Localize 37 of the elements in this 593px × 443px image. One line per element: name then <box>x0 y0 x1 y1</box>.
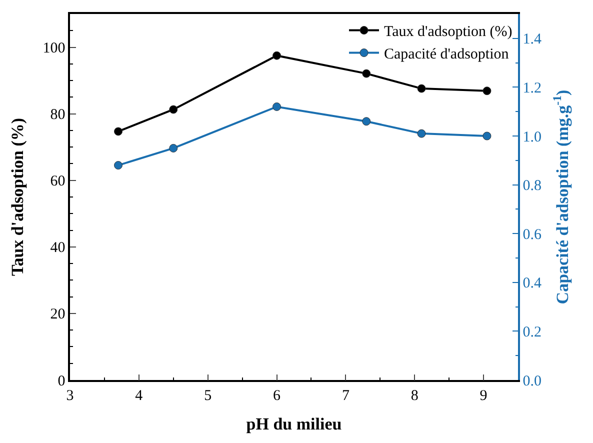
point <box>169 105 178 114</box>
point <box>482 132 492 140</box>
x-axis-title: pH du milieu <box>246 414 342 434</box>
y-tick-label: 80 <box>50 107 66 124</box>
x-tick-label: 6 <box>273 388 282 404</box>
y-tick-label: 100 <box>42 40 66 57</box>
point <box>272 51 282 60</box>
point <box>169 144 178 152</box>
y2-tick-label: 0.4 <box>522 276 542 292</box>
y2-tick-label: 1.0 <box>522 129 542 146</box>
y-tick-label: 0 <box>58 373 66 390</box>
point <box>417 84 426 93</box>
y-tick-label: 40 <box>50 240 66 256</box>
x-tick-label: 9 <box>480 388 488 404</box>
y2-tick-label: 0.6 <box>522 226 542 243</box>
point <box>272 102 282 111</box>
y-axis-title: Taux d'adsoption (%) <box>8 118 27 276</box>
y-tick-label: 20 <box>50 306 66 323</box>
point <box>114 161 122 170</box>
x-tick-label: 8 <box>410 388 418 404</box>
point <box>362 69 371 78</box>
y2-tick-label: 0.2 <box>522 324 542 340</box>
y2-tick-label: 1.4 <box>522 32 542 48</box>
legend-label: Taux d'adsoption (%) <box>384 24 512 40</box>
point <box>362 117 371 126</box>
point <box>482 86 492 96</box>
x-tick-label: 4 <box>135 388 144 404</box>
point <box>417 129 426 138</box>
x-tick-label: 3 <box>66 388 74 404</box>
y-tick-label: 60 <box>50 174 66 190</box>
y2-tick-label: 1.2 <box>522 80 542 96</box>
y2-tick-label: 0.8 <box>522 178 542 194</box>
x-tick-label: 7 <box>342 388 350 404</box>
y2-tick-label: 0.0 <box>522 373 542 390</box>
point <box>114 127 122 136</box>
legend-label: Capacité d'adsoption <box>384 46 510 63</box>
x-tick-label: 5 <box>204 388 212 404</box>
